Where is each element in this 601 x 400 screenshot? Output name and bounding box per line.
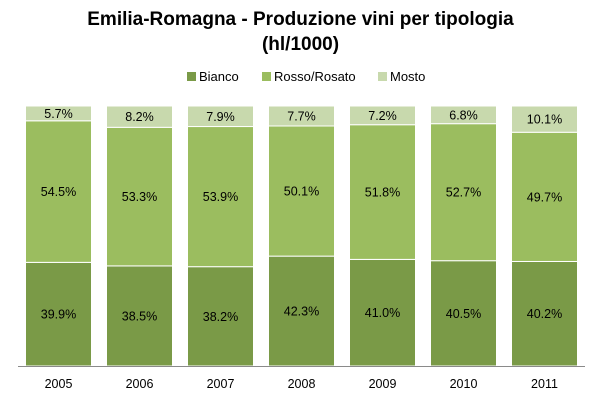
x-tick-label: 2011 <box>531 377 558 391</box>
bar-segment-bianco <box>106 265 173 367</box>
data-label: 7.2% <box>368 109 397 123</box>
data-label: 10.1% <box>527 113 562 127</box>
bar-segment-rosso-rosato <box>25 120 92 263</box>
data-label: 49.7% <box>527 190 562 204</box>
data-label: 53.3% <box>122 190 157 204</box>
bar-segment-bianco <box>268 255 335 367</box>
bar-segment-mosto <box>25 105 92 122</box>
legend-swatch <box>378 72 387 81</box>
bar-segment-mosto <box>106 105 173 128</box>
bar-segment-rosso-rosato <box>430 123 497 262</box>
bar-group-2011: 40.2% 49.7% 10.1% <box>511 105 578 367</box>
bars: 39.9% 54.5% 5.7% 38.5% 53.3% 8.2% 38.2% 53.9% 7.… <box>25 105 578 367</box>
x-tick-label: 2006 <box>126 377 154 391</box>
data-label: 40.2% <box>527 307 562 321</box>
data-label: 7.9% <box>206 110 235 124</box>
bar-segment-rosso-rosato <box>187 126 254 268</box>
legend: Bianco Rosso/Rosato Mosto <box>187 69 425 84</box>
legend-swatch <box>187 72 196 81</box>
bar-segment-mosto <box>430 105 497 125</box>
legend-swatch <box>262 72 271 81</box>
legend-item-rosso-rosato: Rosso/Rosato <box>262 69 356 84</box>
legend-label: Rosso/Rosato <box>274 69 356 84</box>
bar-segment-bianco <box>430 260 497 367</box>
data-label: 40.5% <box>446 307 481 321</box>
legend-label: Mosto <box>390 69 425 84</box>
data-label: 54.5% <box>41 185 76 199</box>
data-label: 8.2% <box>125 110 154 124</box>
bar-segment-mosto <box>187 105 254 128</box>
data-label: 42.3% <box>284 305 319 319</box>
bar-segment-mosto <box>511 105 578 133</box>
data-label: 6.8% <box>449 108 478 122</box>
bar-segment-bianco <box>25 261 92 367</box>
data-label: 41.0% <box>365 306 400 320</box>
bar-segment-bianco <box>511 260 578 367</box>
bar-segment-mosto <box>349 105 416 126</box>
bar-segment-rosso-rosato <box>268 125 335 257</box>
data-label: 50.1% <box>284 185 319 199</box>
data-label: 51.8% <box>365 186 400 200</box>
legend-item-bianco: Bianco <box>187 69 239 84</box>
bar-group-2006: 38.5% 53.3% 8.2% <box>106 105 173 367</box>
legend-item-mosto: Mosto <box>378 69 425 84</box>
x-tick-label: 2005 <box>45 377 73 391</box>
bar-segment-rosso-rosato <box>511 131 578 262</box>
bar-group-2010: 40.5% 52.7% 6.8% <box>430 105 497 367</box>
data-label: 38.5% <box>122 309 157 323</box>
bar-group-2005: 39.9% 54.5% 5.7% <box>25 105 92 367</box>
chart-subtitle: (hl/1000) <box>261 34 340 55</box>
data-label: 39.9% <box>41 308 76 322</box>
data-label: 52.7% <box>446 186 481 200</box>
chart-title: Emilia-Romagna - Produzione vini per tip… <box>87 9 514 30</box>
data-label: 53.9% <box>203 190 238 204</box>
bar-segment-rosso-rosato <box>349 124 416 260</box>
bar-group-2009: 41.0% 51.8% 7.2% <box>349 105 416 367</box>
bar-segment-mosto <box>268 105 335 127</box>
bar-segment-bianco <box>349 258 416 367</box>
data-label: 7.7% <box>287 110 316 124</box>
x-tick-label: 2010 <box>450 377 478 391</box>
bar-group-2008: 42.3% 50.1% 7.7% <box>268 105 335 367</box>
x-tick-label: 2007 <box>207 377 235 391</box>
bar-segment-rosso-rosato <box>106 126 173 267</box>
x-tick-labels: 2005 2006 2007 2008 2009 2010 2011 <box>45 377 558 391</box>
legend-label: Bianco <box>199 69 239 84</box>
x-tick-label: 2008 <box>288 377 316 391</box>
bar-group-2007: 38.2% 53.9% 7.9% <box>187 105 254 367</box>
data-label: 38.2% <box>203 310 238 324</box>
x-tick-label: 2009 <box>369 377 397 391</box>
data-label: 5.7% <box>44 107 73 121</box>
